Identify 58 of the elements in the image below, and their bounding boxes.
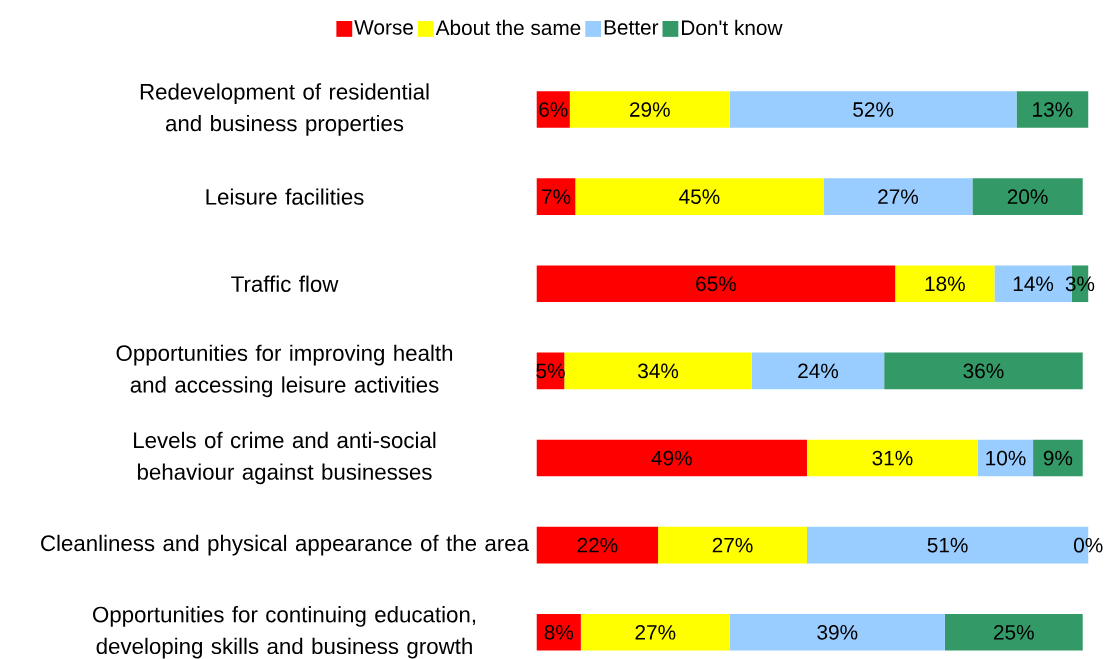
data-label: 8%	[544, 624, 574, 640]
data-label: 10%	[986, 450, 1026, 466]
y-tick-label: Levels of crime and anti-social behaviour against businesses	[134, 431, 436, 485]
y-tick-label: Leisure facilities	[206, 188, 364, 205]
data-label: 49%	[651, 450, 692, 466]
data-label: 0%	[1074, 537, 1103, 553]
data-label: 18%	[925, 276, 965, 291]
bar	[536, 439, 807, 477]
y-tick-label: Opportunities for improving health and accessing leisure activities	[116, 344, 453, 397]
y-tick-label: Opportunities for continuing education, developing skills and business growth	[93, 605, 476, 659]
data-label: 36%	[963, 363, 1004, 379]
bar	[1033, 439, 1083, 477]
bar	[895, 265, 995, 302]
data-label: 51%	[927, 537, 968, 553]
data-label: 22%	[577, 537, 618, 553]
data-label: 34%	[638, 363, 679, 379]
data-label: 25%	[994, 624, 1034, 640]
y-tick-label: Redevelopment of residential and business properties	[140, 83, 429, 136]
bar	[564, 352, 752, 390]
data-label: 27%	[635, 624, 676, 640]
data-label: 31%	[872, 450, 913, 466]
legend-label: Don't know	[682, 19, 783, 35]
data-label: 45%	[679, 189, 720, 204]
bar	[575, 178, 824, 215]
bar	[884, 352, 1083, 390]
bar	[536, 178, 576, 215]
data-label: 20%	[1007, 189, 1048, 204]
data-label: 27%	[878, 189, 919, 204]
data-label: 7%	[542, 189, 571, 204]
data-label: 13%	[1033, 101, 1073, 117]
bar	[1016, 90, 1089, 128]
bar	[729, 613, 945, 651]
data-label: 6%	[539, 101, 568, 117]
bar	[944, 613, 1083, 651]
bar	[569, 90, 730, 128]
data-label: 9%	[1043, 450, 1073, 466]
bar	[536, 526, 659, 564]
bar	[536, 265, 896, 302]
bar	[580, 613, 730, 651]
data-label: 27%	[712, 537, 753, 553]
bar	[823, 178, 973, 215]
y-tick-label: Traffic flow	[231, 275, 339, 292]
legend-label: About the same	[435, 19, 581, 35]
y-tick-label: Cleanliness and physical appearance of the area	[41, 534, 530, 556]
data-label: 14%	[1013, 276, 1054, 291]
bar	[729, 90, 1017, 128]
data-label: 29%	[630, 101, 670, 117]
legend-label: Better	[604, 20, 659, 35]
bar	[536, 613, 581, 651]
bar	[972, 178, 1083, 215]
data-label: 52%	[853, 101, 894, 117]
bar	[751, 352, 885, 390]
data-label: 65%	[696, 276, 737, 291]
bar	[658, 526, 807, 564]
bar	[806, 439, 978, 477]
data-label: 39%	[817, 624, 858, 640]
data-label: 24%	[798, 363, 839, 379]
legend-label: Worse	[354, 20, 413, 35]
